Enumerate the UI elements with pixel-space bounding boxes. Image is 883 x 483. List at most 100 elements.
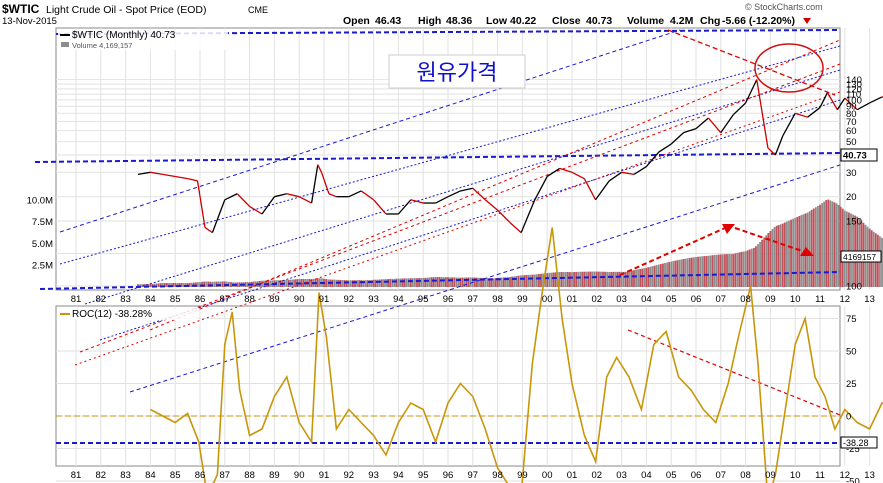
- price-x-tick-label: 98: [492, 294, 503, 305]
- red-trend-line-3: [149, 39, 841, 331]
- price-segment: [608, 171, 622, 182]
- price-x-tick-label: 01: [567, 294, 578, 305]
- price-x-tick-label: 81: [71, 294, 82, 305]
- volume-bar: [647, 267, 650, 287]
- price-x-tick-label: 85: [170, 294, 181, 305]
- volume-bar: [414, 278, 416, 287]
- volume-bar: [409, 278, 412, 287]
- volume-bar: [149, 284, 152, 287]
- volume-bar: [482, 278, 485, 287]
- price-segment: [204, 226, 213, 234]
- volume-bar: [600, 271, 602, 287]
- volume-bar: [773, 227, 776, 287]
- close-value: 40.73: [586, 15, 612, 27]
- price-segment: [410, 199, 424, 204]
- volume-bar: [763, 237, 766, 287]
- volume-bar: [360, 280, 363, 287]
- volume-bar: [690, 257, 693, 287]
- volume-bar: [411, 278, 414, 287]
- price-segment: [435, 196, 449, 204]
- price-segment: [774, 135, 784, 156]
- price-y-tick-label: 100: [846, 95, 862, 106]
- volume-bar: [238, 282, 241, 287]
- volume-bar: [469, 277, 472, 287]
- volume-bar: [529, 274, 532, 287]
- volume-bar: [490, 278, 493, 287]
- volume-bar: [244, 282, 247, 287]
- price-segment: [819, 92, 829, 108]
- volume-bar: [459, 277, 462, 287]
- volume-bar: [302, 278, 305, 287]
- price-segment: [497, 209, 511, 224]
- price-segment: [695, 117, 709, 130]
- volume-bar: [393, 278, 396, 287]
- volume-bar: [523, 275, 526, 287]
- price-x-tick-label: 13: [864, 294, 875, 305]
- volume-bar: [531, 274, 534, 287]
- volume-bar: [341, 280, 344, 287]
- volume-bar: [817, 205, 819, 287]
- volume-bar: [442, 277, 445, 287]
- volume-bar: [159, 283, 162, 287]
- volume-bar: [213, 281, 216, 287]
- roc-y-tick-label: 75: [846, 314, 857, 325]
- volume-bar: [719, 254, 722, 287]
- volume-bar: [573, 272, 575, 287]
- price-last-badge: 40.73: [840, 148, 878, 162]
- price-segment: [645, 151, 660, 167]
- price-x-tick-label: 12: [840, 294, 851, 305]
- volume-bar: [783, 222, 786, 287]
- volume-bar: [418, 278, 420, 287]
- mid-support-line: [34, 152, 841, 163]
- volume-bar: [380, 279, 383, 287]
- volume-bar: [734, 253, 737, 287]
- volume-last-badge: 4169157: [840, 250, 882, 263]
- price-x-tick-label: 05: [666, 294, 677, 305]
- volume-bar: [176, 283, 179, 287]
- volume-bar: [616, 271, 619, 287]
- volume-bar: [325, 279, 327, 287]
- volume-bar: [589, 271, 592, 287]
- volume-bar: [292, 279, 294, 287]
- roc-line: [150, 227, 883, 483]
- volume-bar: [709, 255, 712, 287]
- price-segment: [224, 193, 238, 201]
- price-series: [137, 79, 883, 234]
- roc-y-tick-label: -25: [846, 444, 860, 455]
- price-segment: [795, 112, 808, 118]
- roc-last-label: -38.28: [843, 438, 869, 448]
- volume-bar: [659, 264, 662, 287]
- price-segment: [836, 97, 846, 111]
- high-label: High: [418, 15, 441, 27]
- volume-bar: [583, 271, 586, 287]
- roc-y-tick-label: 25: [846, 379, 857, 390]
- volume-bar: [699, 256, 702, 287]
- volume-bar: [308, 279, 311, 287]
- volume-bar: [434, 277, 437, 287]
- volume-bar: [285, 280, 288, 287]
- volume-bar: [744, 251, 747, 287]
- volume-bar: [166, 282, 168, 287]
- price-x-tick-label: 93: [368, 294, 379, 305]
- volume-bar: [728, 254, 730, 287]
- volume-bar: [486, 278, 489, 287]
- volume-bar: [779, 224, 782, 287]
- price-segment: [360, 190, 374, 201]
- volume-bar: [480, 277, 482, 287]
- roc-y-tick-label: 100: [846, 282, 862, 293]
- roc-x-tick-label: 89: [269, 470, 280, 481]
- price-x-tick-label: 89: [269, 294, 280, 305]
- roc-x-tick-label: 97: [468, 470, 479, 481]
- roc-x-tick-label: 84: [145, 470, 156, 481]
- volume-bar: [383, 279, 385, 287]
- price-segment: [460, 187, 473, 192]
- volume-bar: [521, 275, 524, 287]
- volume-bar: [668, 262, 671, 287]
- volume-bar: [366, 280, 369, 287]
- volume-bar: [717, 254, 720, 287]
- chg-value: -5.66 (-12.20%): [722, 15, 795, 27]
- volume-bar: [738, 252, 741, 287]
- volume-bar: [587, 271, 590, 287]
- price-segment: [670, 132, 685, 145]
